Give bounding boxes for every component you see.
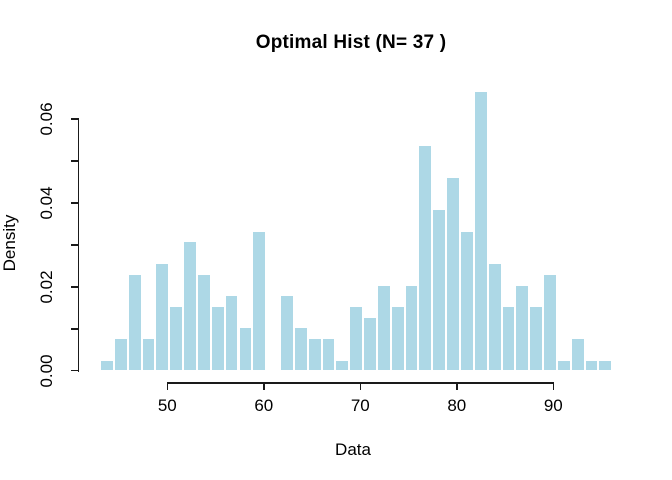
x-tick [552,382,554,390]
y-tick [71,369,79,372]
y-tick [71,160,79,162]
y-tick [71,118,79,120]
y-axis-label: Density [0,214,19,272]
histogram-bar [280,295,294,371]
histogram-bar [196,273,211,371]
histogram-bar [584,359,599,371]
histogram-bar [390,306,405,371]
histogram-bar [487,262,502,371]
histogram-bar [113,338,128,371]
histogram-bar [598,359,613,371]
histogram-bar [501,306,516,371]
y-axis-line [77,119,79,373]
histogram-bar [529,306,544,371]
histogram-bar [432,209,447,371]
y-tick [71,286,79,288]
x-tick [359,382,362,390]
histogram-bar [418,144,433,371]
x-tick [263,382,265,390]
histogram-bar [155,262,170,371]
histogram-bar [446,176,461,371]
x-axis-label: Data [335,440,371,459]
histogram-bar [570,338,585,371]
histogram-bar [183,241,197,371]
y-tick [71,328,79,330]
histogram-bar [321,338,336,371]
histogram-bar [515,284,530,371]
histogram-bar [238,327,253,371]
histogram-bar [293,327,308,371]
y-tick [71,202,79,204]
histogram-bar [376,284,391,371]
histogram-bar [100,359,114,371]
histogram-bar [210,306,225,371]
histogram-bar [224,295,239,371]
x-tick-label: 50 [157,396,177,415]
histogram-bar [404,284,419,371]
y-tick-label: 0.00 [37,354,56,388]
histogram-bar [349,306,364,371]
histogram-bar [169,306,184,371]
histogram-bar [252,230,267,371]
histogram-bar [307,338,322,371]
histogram-bar [556,359,571,371]
y-tick [71,244,79,246]
histogram-bar [127,273,142,371]
chart-title: Optimal Hist (N= 37 ) [255,32,447,53]
histogram-bar [543,273,557,371]
histogram-bar [141,338,156,371]
y-tick-label: 0.02 [37,270,56,304]
x-tick [166,382,169,390]
y-tick-label: 0.04 [37,186,56,220]
x-tick-label: 90 [543,396,563,415]
histogram-bar [363,317,377,371]
x-tick [456,382,458,390]
histogram-bar [335,359,350,371]
histogram-bar [473,90,488,371]
histogram-bar [460,230,474,371]
x-tick-label: 80 [447,396,467,415]
x-tick-label: 60 [254,396,274,415]
y-tick-label: 0.06 [37,102,56,136]
x-tick-label: 70 [350,396,370,415]
